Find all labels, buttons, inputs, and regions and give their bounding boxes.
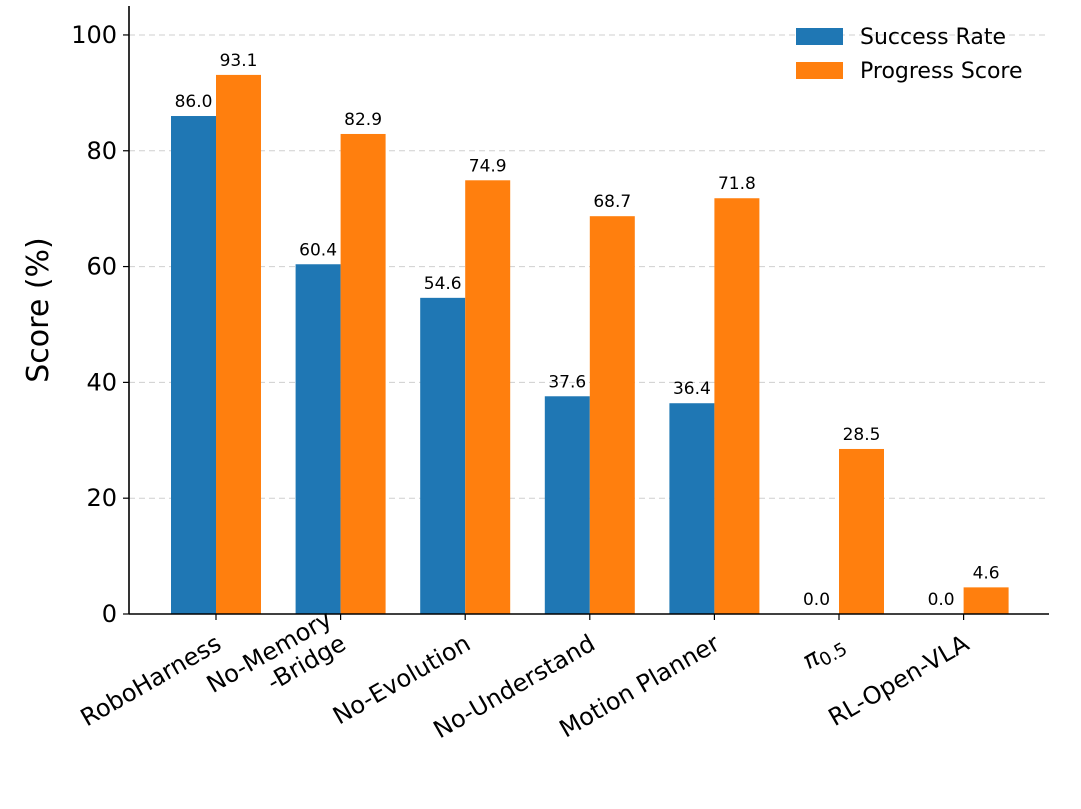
bar-value-label: 86.0 [175,92,213,112]
x-tick-label: π0.5 [798,629,851,678]
bar-value-label: 93.1 [220,51,258,71]
bar [669,403,715,614]
bar [171,116,216,615]
bar [544,396,590,614]
bar-value-label: 36.4 [673,379,711,399]
x-ticks: RoboHarnessNo-Memory-BridgeNo-EvolutionN… [76,605,974,744]
bar [714,198,760,614]
bar [340,133,386,614]
bar-value-label: 0.0 [928,590,955,610]
bar-value-label: 37.6 [548,372,586,392]
legend-label: Progress Score [860,59,1023,84]
y-tick-label: 0 [102,600,117,628]
bar [420,297,466,614]
legend-swatch [796,28,843,45]
bar-value-label: 54.6 [424,274,462,294]
y-tick-label: 20 [86,484,117,512]
data-labels: 86.0 60.4 54.6 37.6 36.4 0.0 0.0 93.1 82.9 74.9 68… [175,51,1000,610]
bar-value-label: 71.8 [718,174,756,194]
bar-value-label: 82.9 [344,110,382,130]
bars [171,74,1009,615]
y-tick-label: 60 [86,253,117,281]
bar-value-label: 0.0 [803,590,830,610]
x-tick-label-group: RoboHarness [76,629,226,732]
y-tick-label: 80 [86,137,117,165]
y-axis-label: Score (%) [21,237,56,382]
bar-value-label: 28.5 [843,425,881,445]
axes [128,6,1049,615]
bar [839,448,884,614]
bar [589,216,635,615]
y-tick-label: 100 [71,21,117,49]
bar [216,74,261,614]
bar-value-label: 60.4 [299,240,337,260]
bar [963,587,1009,614]
x-tick-label-group: RL-Open-VLA [824,629,975,732]
x-tick-label: RL-Open-VLA [824,629,975,732]
bar-value-label: 4.6 [973,563,1000,583]
bar [465,180,511,614]
bar-value-label: 74.9 [469,156,507,176]
y-ticks: 0 20 40 60 80 100 [71,21,129,628]
bar [295,264,341,614]
x-tick-label-group: π0.5 [798,629,851,678]
x-tick-label: RoboHarness [76,629,226,732]
legend: Success Rate Progress Score [796,25,1023,84]
y-tick-label: 40 [86,368,117,396]
legend-label: Success Rate [860,25,1006,50]
bar-value-label: 68.7 [593,192,631,212]
legend-swatch [796,62,843,79]
